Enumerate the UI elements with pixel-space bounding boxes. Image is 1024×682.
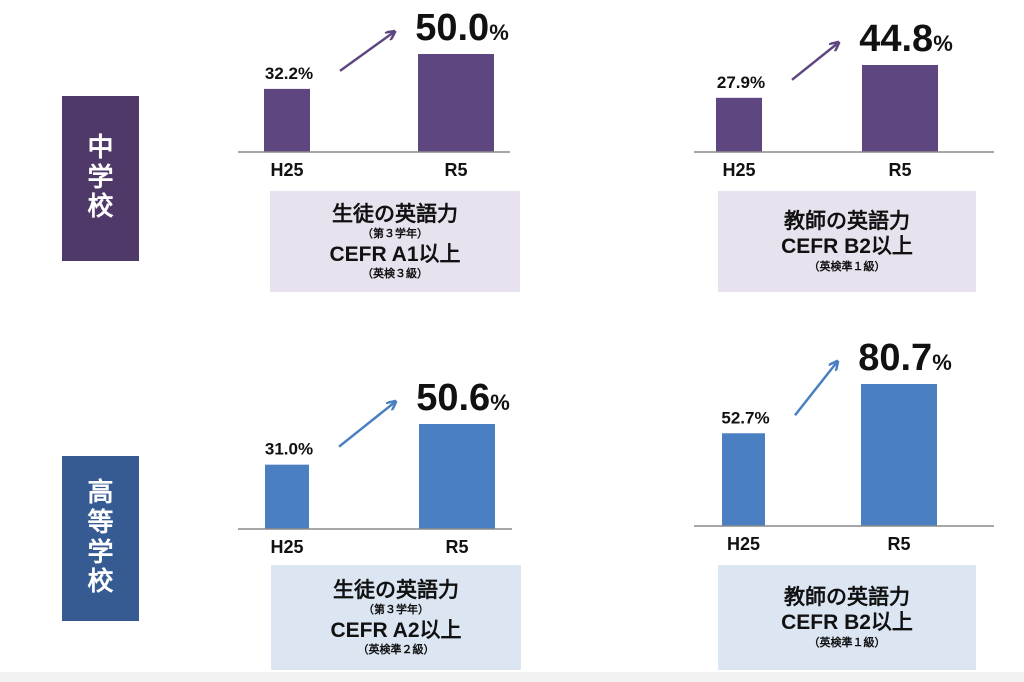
x-tick-label: R5 xyxy=(888,160,911,180)
caption-grade: （第３学年） xyxy=(363,603,429,617)
bar-r5 xyxy=(419,424,495,529)
caption-hs-students: 生徒の英語力 （第３学年） CEFR A2以上 （英検準２級） xyxy=(271,565,521,670)
caption-eiken: （英検３級） xyxy=(362,266,428,280)
data-label-h25: 52.7% xyxy=(721,408,769,427)
chart-hs-teachers: H25 R5 52.7% 80.7% xyxy=(694,337,994,554)
data-label-r5: 50.0% xyxy=(415,7,509,49)
caption-eiken: （英検準１級） xyxy=(808,635,886,649)
caption-hs-teachers: 教師の英語力 CEFR B2以上 （英検準１級） xyxy=(718,565,976,670)
bar-h25 xyxy=(264,88,310,152)
growth-arrow xyxy=(338,402,395,448)
caption-cefr: CEFR A1以上 xyxy=(329,242,461,266)
caption-title: 教師の英語力 xyxy=(784,209,910,234)
x-tick-label: R5 xyxy=(445,537,468,557)
data-label-h25: 27.9% xyxy=(717,73,765,92)
data-label-h25: 31.0% xyxy=(265,440,313,459)
chart-ms-students: H25 R5 32.2% 50.0% xyxy=(238,7,510,180)
data-label-r5: 50.6% xyxy=(416,377,510,419)
data-label-r5: 44.8% xyxy=(859,18,953,60)
caption-cefr: CEFR B2以上 xyxy=(781,235,913,259)
high-school-label: 高等学校 xyxy=(62,456,139,621)
caption-eiken: （英検準２級） xyxy=(357,642,435,656)
x-tick-label: H25 xyxy=(270,160,303,180)
caption-title: 生徒の英語力 xyxy=(333,578,459,603)
bar-h25 xyxy=(722,433,765,526)
bar-h25 xyxy=(265,464,309,529)
growth-arrow xyxy=(791,43,838,81)
caption-cefr: CEFR B2以上 xyxy=(781,611,913,635)
caption-ms-teachers: 教師の英語力 CEFR B2以上 （英検準１級） xyxy=(718,191,976,292)
caption-cefr: CEFR A2以上 xyxy=(330,618,462,642)
growth-arrow xyxy=(339,32,394,72)
x-tick-label: H25 xyxy=(722,160,755,180)
bottom-band xyxy=(0,672,1024,682)
x-tick-label: H25 xyxy=(270,537,303,557)
chart-hs-students: H25 R5 31.0% 50.6% xyxy=(238,377,512,557)
data-label-h25: 32.2% xyxy=(265,64,313,83)
x-tick-label: R5 xyxy=(887,534,910,554)
x-tick-label: R5 xyxy=(444,160,467,180)
caption-title: 生徒の英語力 xyxy=(332,202,458,227)
bar-r5 xyxy=(861,384,937,526)
x-tick-label: H25 xyxy=(727,534,760,554)
bar-r5 xyxy=(862,65,938,152)
high-school-label-text: 高等学校 xyxy=(87,477,114,598)
growth-arrow xyxy=(794,362,837,417)
chart-ms-teachers: H25 R5 27.9% 44.8% xyxy=(694,18,994,180)
caption-eiken: （英検準１級） xyxy=(808,259,886,273)
caption-grade: （第３学年） xyxy=(362,227,428,241)
bar-h25 xyxy=(716,97,762,152)
middle-school-label-text: 中学校 xyxy=(87,132,114,223)
bar-r5 xyxy=(418,54,494,152)
caption-ms-students: 生徒の英語力 （第３学年） CEFR A1以上 （英検３級） xyxy=(270,191,520,292)
middle-school-label: 中学校 xyxy=(62,96,139,261)
data-label-r5: 80.7% xyxy=(858,337,952,379)
caption-title: 教師の英語力 xyxy=(784,585,910,610)
